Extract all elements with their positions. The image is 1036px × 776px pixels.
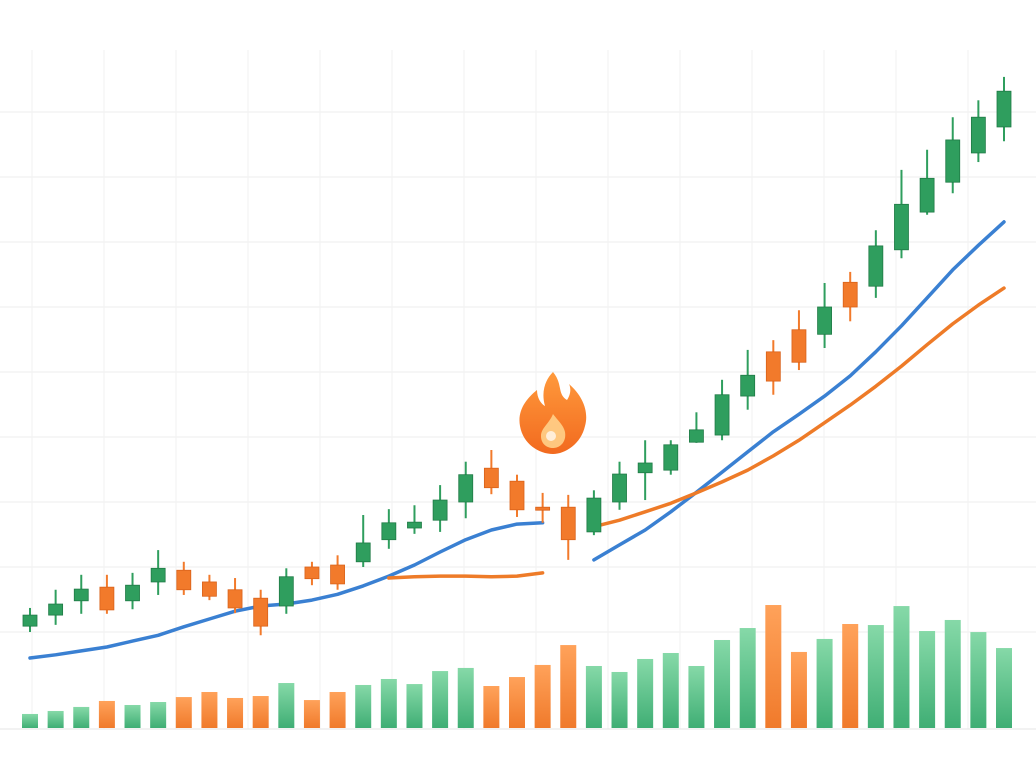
volume-bar (355, 684, 372, 728)
candle-body (791, 329, 807, 363)
candle-body (48, 603, 64, 616)
volume-bar (73, 706, 90, 728)
candle-body (22, 614, 38, 627)
volume-bar (996, 648, 1012, 728)
candle-body (765, 351, 781, 382)
volume-bar (970, 632, 987, 728)
volume-bar (150, 702, 167, 728)
candle-body (125, 584, 140, 602)
candle-body (663, 444, 679, 471)
volume-bar (867, 625, 884, 728)
candle-body (99, 586, 115, 611)
volume-bar (688, 665, 705, 728)
volume-bar (432, 671, 449, 728)
volume-bar (22, 713, 38, 728)
candle-body (919, 177, 935, 213)
volume-bar (303, 700, 320, 728)
candle-body (740, 374, 756, 397)
candle-body (842, 281, 858, 308)
volume-bars (22, 605, 1012, 728)
volume-bar (560, 645, 577, 728)
candle-body (535, 506, 551, 511)
volume-bar (509, 677, 525, 728)
volume-bar (739, 628, 756, 728)
volume-bar (47, 710, 64, 728)
candle-body (560, 506, 576, 541)
candle-body (73, 588, 89, 602)
candle-body (817, 306, 832, 335)
candle-body (868, 245, 884, 287)
volume-bar (765, 605, 782, 728)
volume-bar (944, 619, 961, 728)
candle-body (483, 467, 499, 489)
volume-bar (893, 606, 910, 728)
volume-bar (842, 624, 859, 728)
moving-average-line (387, 286, 1006, 580)
candle-body (330, 564, 345, 585)
volume-bar (483, 686, 500, 728)
volume-bar (201, 691, 218, 728)
candle-body (945, 139, 961, 183)
candle-body (304, 566, 320, 580)
candle-body (689, 429, 704, 443)
volume-bar (457, 667, 474, 728)
candle-body (381, 522, 397, 541)
volume-bar (278, 683, 295, 728)
candles (22, 76, 1012, 636)
candle-body (355, 542, 371, 563)
volume-bar (329, 691, 346, 728)
candle-body (227, 589, 243, 609)
candle-body (407, 521, 422, 529)
volume-bar (816, 638, 833, 728)
volume-bar (662, 652, 679, 728)
volume-bar (534, 664, 551, 728)
candle-body (996, 90, 1012, 128)
candle-body (253, 597, 269, 627)
candle-body (586, 497, 602, 533)
volume-bar (611, 671, 628, 728)
volume-bar (175, 697, 192, 728)
fire-icon (519, 372, 587, 454)
volume-bar (380, 678, 397, 728)
flame-core (541, 414, 566, 448)
candle-body (202, 581, 217, 597)
volume-bar (406, 684, 423, 728)
volume-bar (227, 697, 244, 728)
flame (519, 372, 587, 454)
candle-body (509, 480, 525, 511)
flame-highlight (546, 431, 556, 441)
volume-bar (252, 696, 269, 728)
candle-body (894, 203, 909, 251)
candle-body (970, 116, 986, 154)
volume-bar (637, 658, 654, 728)
candle-body (458, 474, 474, 503)
volume-bar (919, 631, 936, 728)
candle-body (176, 569, 192, 591)
candle-body (612, 473, 627, 503)
candle-body (432, 499, 448, 521)
volume-bar (790, 651, 807, 728)
candle-body (637, 462, 653, 474)
volume-bar (714, 639, 731, 728)
volume-bar (124, 704, 141, 728)
candle-body (278, 576, 294, 607)
candle-body (714, 394, 730, 436)
volume-bar (585, 665, 602, 728)
candle-body (150, 567, 166, 583)
volume-bar (98, 700, 115, 728)
